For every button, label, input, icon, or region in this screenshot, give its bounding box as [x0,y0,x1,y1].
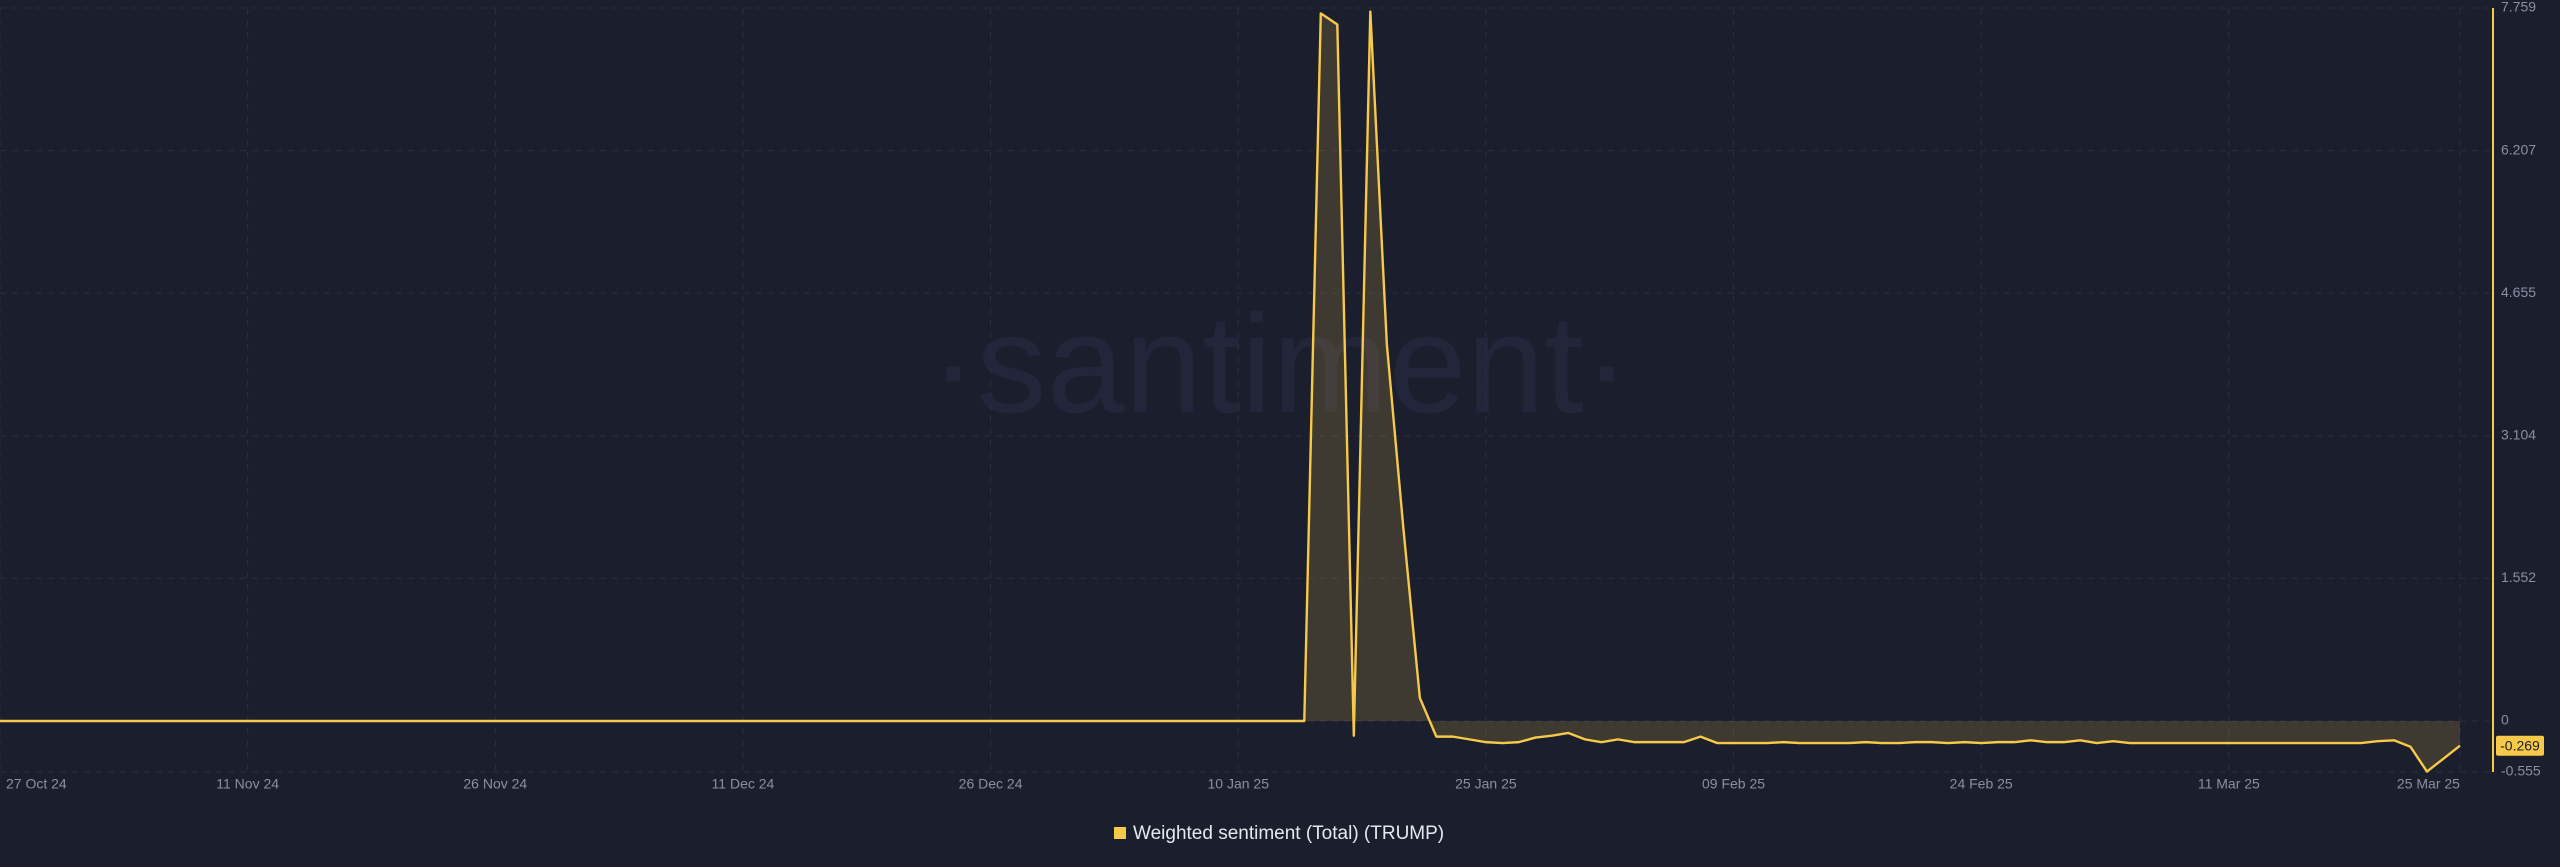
x-tick-label: 25 Jan 25 [1455,776,1517,792]
y-tick-label: 1.552 [2501,569,2536,585]
x-tick-label: 11 Nov 24 [216,776,279,792]
legend-label: Weighted sentiment (Total) (TRUMP) [1133,823,1444,844]
current-value-badge [2496,735,2544,756]
x-tick-label: 11 Dec 24 [712,776,775,792]
x-tick-label: 24 Feb 25 [1950,776,2013,792]
x-tick-label: 09 Feb 25 [1702,776,1765,792]
line [0,10,2461,773]
y-tick-label: 4.655 [2501,284,2536,300]
y-tick-label: -0.555 [2501,763,2541,779]
y-tick-label: 0 [2501,712,2509,728]
x-tick-label: 11 Mar 25 [2198,776,2260,792]
x-tick-label: 25 Mar 25 [2397,776,2460,792]
y-tick-label: 6.207 [2501,141,2536,157]
x-tick-label: 27 Oct 24 [6,776,67,792]
x-tick-label: 26 Nov 24 [463,776,527,792]
y-tick-label: 7.759 [2501,0,2536,15]
watermark: ·santiment· [930,285,1630,442]
x-tick-label: 26 Dec 24 [959,776,1023,792]
y-tick-label: 3.104 [2501,426,2536,442]
legend-swatch [1114,827,1126,839]
x-tick-label: 10 Jan 25 [1207,776,1269,792]
current-value-label: -0.269 [2500,737,2540,753]
